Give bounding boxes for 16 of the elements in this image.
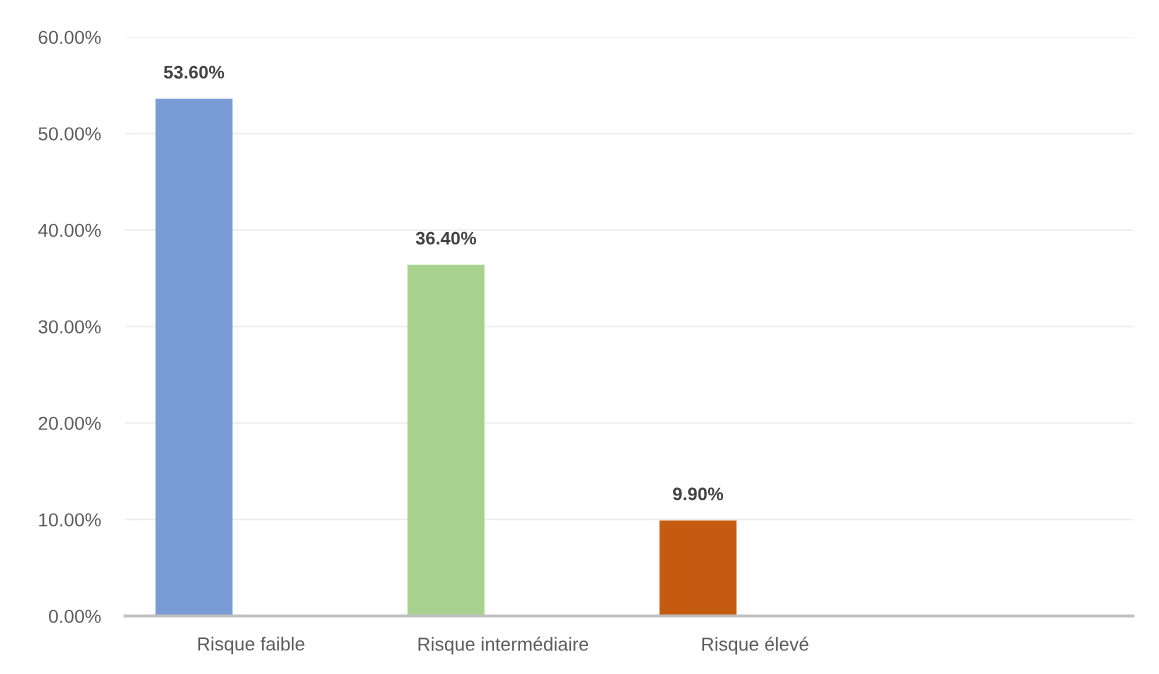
y-tick-label: 40.00% (38, 223, 101, 237)
x-tick-label: Risque intermédiaire (418, 636, 589, 655)
y-tick-label: 10.00% (39, 513, 101, 527)
bar (659, 520, 737, 616)
y-tick-label: 20.00% (38, 416, 101, 430)
x-tick-label: Risque élevé (702, 636, 809, 655)
bar (407, 264, 485, 616)
x-tick-label: Risque faible (198, 636, 305, 655)
bar (155, 98, 233, 616)
y-tick-label: 0.00% (48, 609, 101, 623)
data-label: 9.90% (673, 487, 724, 501)
y-tick-label: 50.00% (38, 127, 101, 141)
data-label: 53.60% (163, 65, 225, 79)
y-tick-label: 30.00% (38, 320, 101, 334)
y-tick-label: 60.00% (38, 30, 101, 44)
data-label: 36.40% (415, 231, 477, 245)
